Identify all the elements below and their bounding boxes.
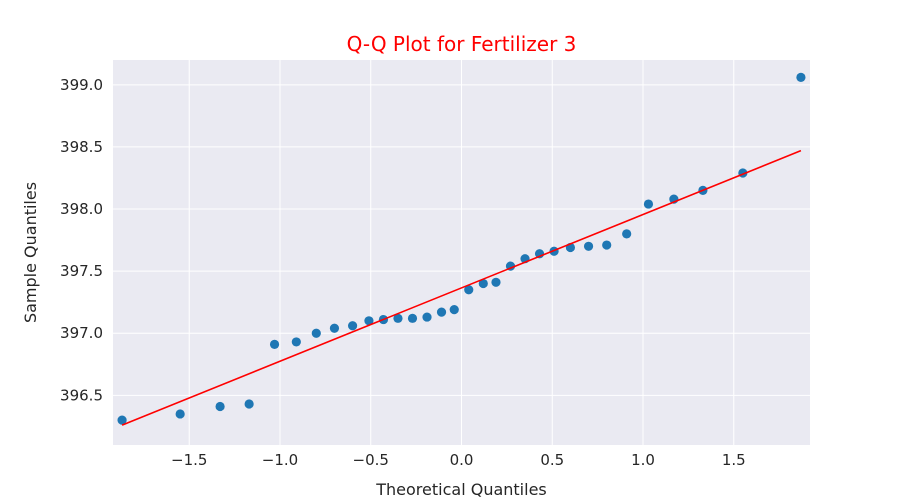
data-point xyxy=(347,321,358,331)
x-tick-label: 0.0 xyxy=(450,451,474,469)
x-tick-label: −0.5 xyxy=(353,451,389,469)
data-point xyxy=(796,72,806,82)
data-point xyxy=(422,312,432,322)
data-point xyxy=(393,313,403,323)
data-point xyxy=(407,313,418,323)
x-tick-label: 0.5 xyxy=(540,451,564,469)
y-tick-label: 398.0 xyxy=(60,200,103,218)
data-point xyxy=(311,328,321,338)
y-axis-title: Sample Quantiles xyxy=(21,182,40,323)
y-tick-label: 397.0 xyxy=(60,324,103,342)
data-point xyxy=(329,323,340,333)
x-axis-ticks: −1.5 −1.0 −0.5 0.0 0.5 1.0 1.5 xyxy=(171,451,746,469)
data-point xyxy=(117,415,127,425)
x-tick-label: 1.0 xyxy=(631,451,655,469)
data-series xyxy=(117,72,806,426)
data-point xyxy=(244,399,254,409)
data-point xyxy=(478,278,488,289)
data-point xyxy=(622,229,632,239)
x-tick-label: −1.5 xyxy=(171,451,207,469)
x-tick-label: −1.0 xyxy=(262,451,298,469)
data-point xyxy=(643,199,654,209)
data-point xyxy=(215,401,225,412)
y-tick-label: 397.5 xyxy=(60,262,103,280)
data-point xyxy=(436,307,447,317)
data-point xyxy=(464,285,474,295)
data-point xyxy=(269,339,280,350)
data-point xyxy=(175,409,185,419)
data-point xyxy=(291,337,301,347)
data-point xyxy=(602,240,612,250)
reference-line xyxy=(121,149,802,426)
grid-lines xyxy=(113,60,810,445)
data-point xyxy=(583,241,594,251)
x-tick-label: 1.5 xyxy=(722,451,746,469)
x-axis-title: Theoretical Quantiles xyxy=(375,480,547,499)
y-tick-label: 398.5 xyxy=(60,138,103,156)
y-tick-label: 399.0 xyxy=(60,76,103,94)
data-point xyxy=(449,305,459,315)
y-tick-label: 396.5 xyxy=(60,386,103,404)
chart-title: Q-Q Plot for Fertilizer 3 xyxy=(347,32,577,56)
data-point xyxy=(491,277,501,287)
y-axis-ticks: 396.5 397.0 397.5 398.0 398.5 399.0 xyxy=(60,76,103,404)
data-point xyxy=(364,316,374,326)
